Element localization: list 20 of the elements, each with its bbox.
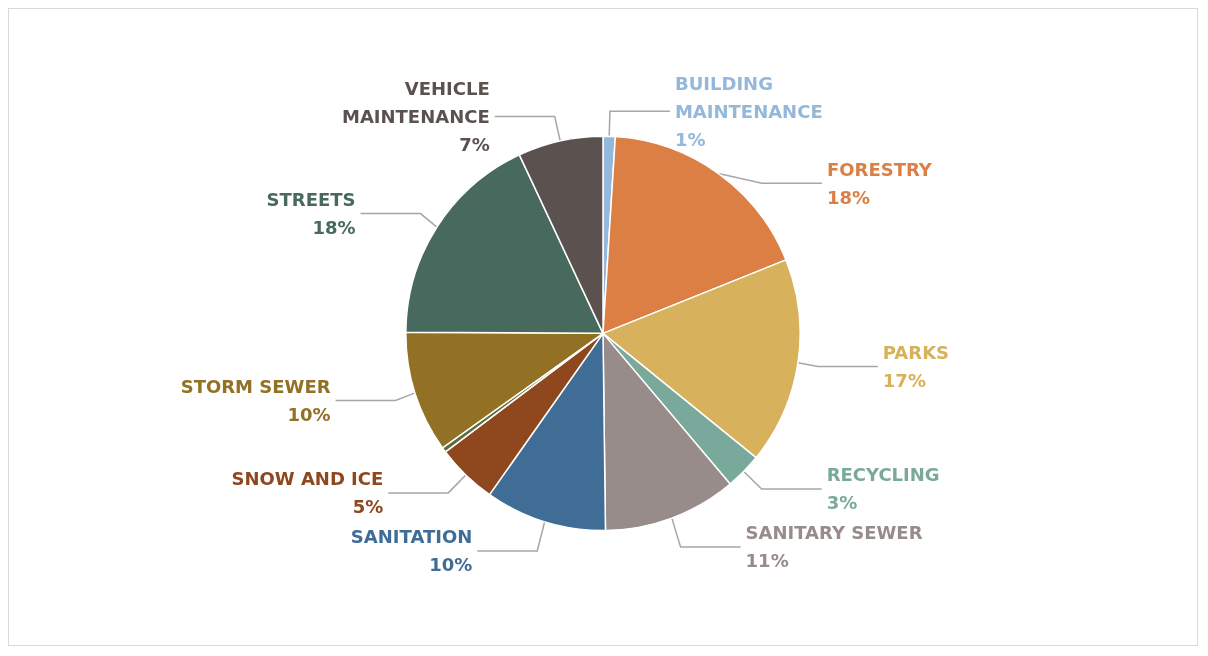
slice-label: STREETS — [266, 189, 356, 211]
data-label: 10% — [429, 554, 473, 576]
slice-label: BUILDING MAINTENANCE — [674, 72, 823, 122]
data-label: 18% — [826, 186, 871, 208]
data-label: 17% — [882, 370, 926, 392]
slice-label: SNOW AND ICE — [231, 468, 384, 490]
slice-label: RECYCLING — [826, 464, 940, 486]
data-label: 5% — [352, 496, 384, 518]
data-label: 10% — [287, 403, 331, 425]
data-label: 7% — [459, 134, 490, 156]
data-label: 3% — [826, 492, 858, 514]
slice-label: STORM SEWER — [180, 375, 331, 397]
slice-label: PARKS — [882, 342, 950, 364]
data-label: 11% — [745, 550, 789, 572]
slice-label: VEHICLE MAINTENANCE — [341, 78, 490, 128]
slice-label: SANITARY SEWER — [745, 522, 923, 544]
data-label: 18% — [312, 217, 356, 239]
slice-label: SANITATION — [350, 526, 473, 548]
slice-label: FORESTRY — [826, 158, 933, 180]
data-label: 1% — [674, 128, 706, 150]
